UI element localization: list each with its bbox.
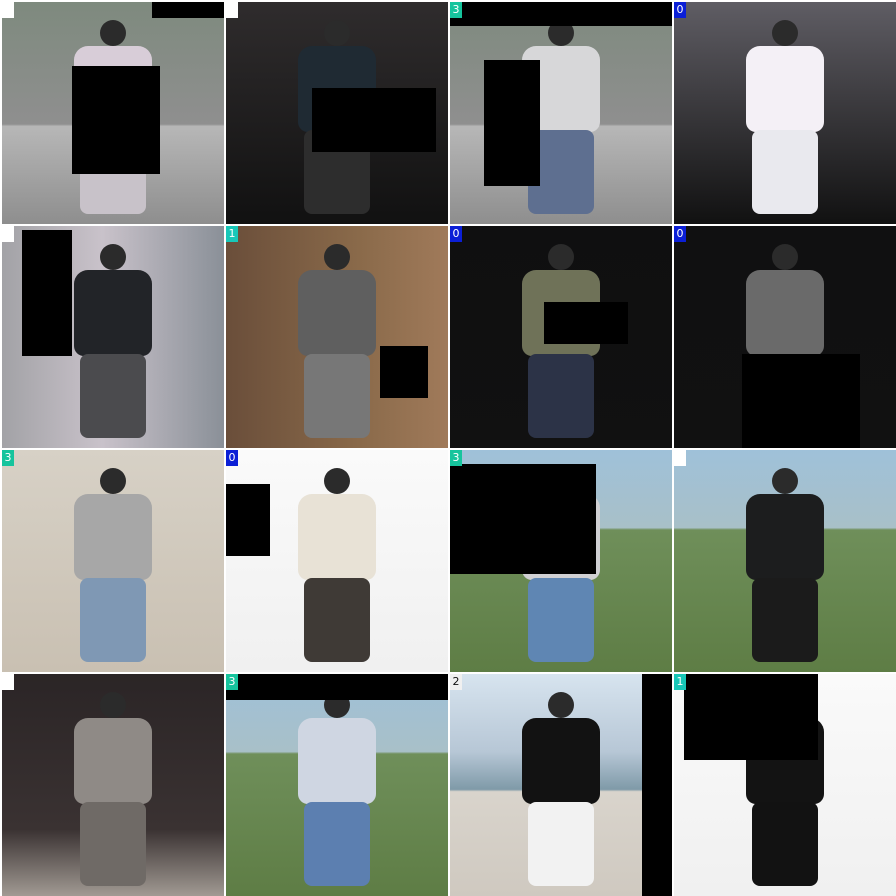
person-bottom bbox=[528, 802, 594, 886]
occlusion-rectangle bbox=[152, 2, 224, 18]
person-top bbox=[746, 46, 824, 132]
person-bottom bbox=[752, 802, 818, 886]
person-head bbox=[100, 692, 126, 718]
person-head bbox=[324, 468, 350, 494]
photo-tile[interactable]: 2 bbox=[450, 674, 672, 896]
class-badge: 0 bbox=[674, 226, 686, 242]
person-head bbox=[548, 244, 574, 270]
photo-tile[interactable] bbox=[2, 674, 224, 896]
person-top bbox=[746, 270, 824, 356]
person-top bbox=[298, 494, 376, 580]
person-bottom bbox=[752, 578, 818, 662]
photo-tile[interactable] bbox=[2, 2, 224, 224]
person-top bbox=[522, 718, 600, 804]
occlusion-rectangle bbox=[642, 674, 672, 896]
occlusion-rectangle bbox=[22, 230, 72, 356]
photo-tile[interactable]: 1 bbox=[226, 226, 448, 448]
person-bottom bbox=[304, 578, 370, 662]
class-badge: 3 bbox=[226, 674, 238, 690]
class-badge: 0 bbox=[226, 450, 238, 466]
person-head bbox=[772, 20, 798, 46]
class-badge bbox=[2, 674, 14, 690]
person-top bbox=[746, 494, 824, 580]
photo-tile[interactable]: 3 bbox=[450, 2, 672, 224]
occlusion-rectangle bbox=[484, 60, 540, 186]
person-head bbox=[100, 20, 126, 46]
class-badge: 3 bbox=[2, 450, 14, 466]
class-badge: 1 bbox=[226, 226, 238, 242]
class-badge: 0 bbox=[450, 226, 462, 242]
class-badge: 2 bbox=[450, 674, 462, 690]
occlusion-rectangle bbox=[450, 464, 596, 574]
person-top bbox=[74, 270, 152, 356]
class-badge bbox=[2, 2, 14, 18]
person-bottom bbox=[304, 802, 370, 886]
photo-tile[interactable]: 3 bbox=[450, 450, 672, 672]
class-badge bbox=[226, 2, 238, 18]
person-top bbox=[74, 494, 152, 580]
class-badge bbox=[674, 450, 686, 466]
person-head bbox=[324, 244, 350, 270]
photo-tile[interactable]: 3 bbox=[2, 450, 224, 672]
class-badge: 1 bbox=[674, 674, 686, 690]
person-top bbox=[74, 718, 152, 804]
person-head bbox=[100, 468, 126, 494]
person-head bbox=[772, 468, 798, 494]
person-top bbox=[298, 270, 376, 356]
person-head bbox=[100, 244, 126, 270]
occlusion-rectangle bbox=[544, 302, 628, 344]
class-badge: 3 bbox=[450, 2, 462, 18]
class-badge: 0 bbox=[674, 2, 686, 18]
person-bottom bbox=[80, 578, 146, 662]
photo-tile[interactable]: 0 bbox=[226, 450, 448, 672]
occlusion-rectangle bbox=[684, 674, 818, 760]
class-badge bbox=[2, 226, 14, 242]
person-head bbox=[772, 244, 798, 270]
photo-tile[interactable]: 0 bbox=[450, 226, 672, 448]
person-bottom bbox=[80, 354, 146, 438]
person-bottom bbox=[752, 130, 818, 214]
occlusion-rectangle bbox=[450, 2, 672, 26]
occlusion-rectangle bbox=[72, 66, 160, 174]
person-bottom bbox=[80, 802, 146, 886]
occlusion-rectangle bbox=[742, 354, 860, 448]
occlusion-rectangle bbox=[312, 88, 436, 152]
photo-tile[interactable] bbox=[226, 2, 448, 224]
person-head bbox=[548, 692, 574, 718]
photo-tile[interactable] bbox=[674, 450, 896, 672]
photo-tile[interactable]: 0 bbox=[674, 226, 896, 448]
person-head bbox=[324, 20, 350, 46]
class-badge: 3 bbox=[450, 450, 462, 466]
photo-tile[interactable]: 1 bbox=[674, 674, 896, 896]
photo-tile[interactable]: 0 bbox=[674, 2, 896, 224]
person-top bbox=[298, 718, 376, 804]
photo-tile[interactable] bbox=[2, 226, 224, 448]
person-bottom bbox=[304, 354, 370, 438]
occlusion-rectangle bbox=[226, 674, 448, 700]
occlusion-rectangle bbox=[380, 346, 428, 398]
occlusion-rectangle bbox=[226, 484, 270, 556]
photo-tile[interactable]: 3 bbox=[226, 674, 448, 896]
person-bottom bbox=[528, 578, 594, 662]
person-bottom bbox=[528, 354, 594, 438]
